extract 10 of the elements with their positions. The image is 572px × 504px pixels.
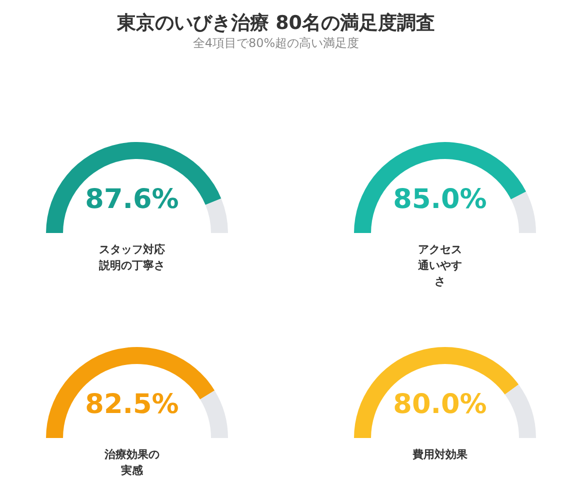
text: 東京のいびき治療 80名の満足度調査 xyxy=(116,11,436,36)
data-label: 87.6% xyxy=(84,184,180,215)
data-label: 85.0% xyxy=(392,184,488,215)
data-label: 82.5% xyxy=(84,389,180,420)
text: 費用対効果 xyxy=(412,447,468,463)
data-label: 80.0% xyxy=(392,389,488,420)
text: 治療効果の実感 xyxy=(104,447,160,479)
text: スタッフ対応説明の丁寧さ xyxy=(98,242,166,274)
text: 全4項目で80%超の高い満足度 xyxy=(192,35,360,52)
text: アクセス通いやすさ xyxy=(417,242,463,290)
